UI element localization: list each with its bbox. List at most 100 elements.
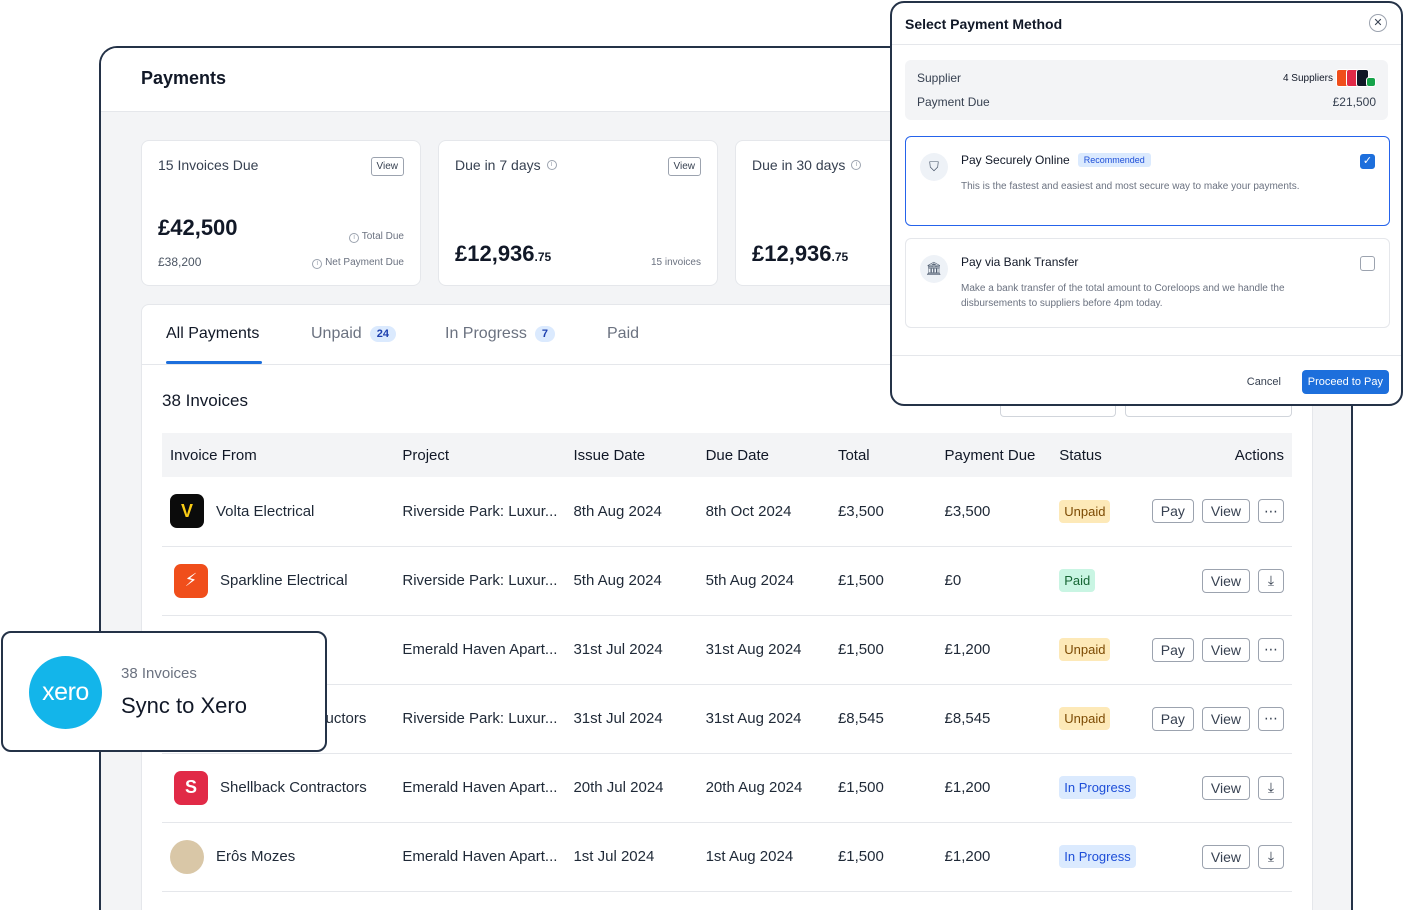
option-description: Make a bank transfer of the total amount…	[961, 283, 1285, 309]
more-options-icon[interactable]: ⋯	[1258, 499, 1284, 524]
column-header: Project	[402, 446, 450, 464]
supplier-name: Sparkline Electrical	[220, 572, 348, 589]
download-icon[interactable]: ⤓	[1258, 844, 1284, 869]
xero-sync-title: Sync to Xero	[121, 693, 247, 718]
status-badge: Paid	[1059, 569, 1096, 592]
supplier-logo-stack	[1336, 69, 1376, 87]
column-header: Invoice From	[170, 446, 257, 464]
download-icon[interactable]: ⤓	[1258, 568, 1284, 593]
active-tab-indicator	[166, 361, 262, 364]
sparkline-logo: ⚡	[174, 563, 208, 598]
net-payment-label: i Net Payment Due	[312, 257, 404, 269]
table-row: uctors Riverside Park: Luxur... 31st Jul…	[162, 684, 1292, 754]
invoice-count-heading: 38 Invoices	[162, 391, 248, 410]
more-options-icon[interactable]: ⋯	[1258, 706, 1284, 731]
total-cell: £3,500	[829, 477, 937, 547]
pay-button[interactable]: Pay	[1151, 706, 1194, 731]
project-cell: Riverside Park: Luxur...	[394, 546, 566, 616]
supplier-name: Shellback Contractors	[220, 779, 367, 796]
select-payment-method-modal: Select Payment Method ✕ Supplier 4 Suppl…	[890, 1, 1403, 406]
tab-in-progress[interactable]: In Progress 7	[445, 325, 555, 343]
table-row: V Volta Electrical Riverside Park: Luxur.…	[162, 477, 1292, 547]
page-title: Payments	[141, 68, 227, 88]
payment-due-cell: £1,200	[936, 822, 1052, 892]
pay-online-option[interactable]: ⛉ Pay Securely Online Recommended This is…	[905, 136, 1390, 226]
view-button[interactable]: View	[1201, 775, 1250, 800]
column-header: Actions	[1234, 446, 1284, 464]
payment-due-label: Payment Due	[917, 95, 990, 109]
close-icon[interactable]: ✕	[1369, 14, 1387, 32]
issue-date-cell: 5th Aug 2024	[565, 546, 698, 616]
project-cell: Emerald Haven Apart...	[394, 615, 566, 685]
payment-due-cell: £1,200	[936, 753, 1052, 823]
column-header: Payment Due	[944, 446, 1036, 464]
pay-online-checkbox[interactable]: ✓	[1360, 154, 1375, 169]
invoice-count: 15 invoices	[650, 257, 701, 268]
bank-transfer-checkbox[interactable]	[1360, 256, 1375, 271]
info-icon: i	[546, 160, 557, 170]
column-header: Issue Date	[573, 446, 646, 464]
supplier-name: uctors	[325, 710, 367, 727]
shellback-logo: S	[174, 770, 208, 805]
project-cell: Emerald Haven Apart...	[394, 753, 566, 823]
option-description: This is the fastest and easiest and most…	[961, 181, 1300, 192]
summary-label: Due in 7 days i	[455, 157, 701, 173]
status-badge: Unpaid	[1059, 707, 1111, 730]
pay-button[interactable]: Pay	[1151, 637, 1194, 662]
supplier-label: Supplier	[917, 71, 962, 85]
payment-due-cell: £8,545	[936, 684, 1052, 754]
total-cell: £1,500	[829, 753, 937, 823]
xero-sync-card[interactable]: xero 38 Invoices Sync to Xero	[1, 631, 327, 752]
user-avatar	[170, 839, 204, 874]
view-button[interactable]: View	[667, 157, 701, 176]
view-button[interactable]: View	[370, 157, 404, 176]
tab-all-payments[interactable]: All Payments	[166, 325, 260, 342]
due-30-days-amount: £12,936.75	[752, 241, 849, 266]
project-cell: Riverside Park: Luxur...	[394, 684, 566, 754]
table-header-row: Invoice From Project Issue Date Due Date…	[162, 433, 1292, 477]
count-badge: 7	[534, 326, 555, 342]
issue-date-cell: 20th Jul 2024	[565, 753, 698, 823]
tab-unpaid[interactable]: Unpaid 24	[311, 325, 396, 343]
total-cell: £1,500	[829, 615, 937, 685]
view-button[interactable]: View	[1201, 637, 1250, 662]
table-row: Erôs Mozes Emerald Haven Apart... 1st Ju…	[162, 822, 1292, 892]
due-7-days-amount: £12,936.75	[455, 241, 552, 266]
net-payment-value: £38,200	[158, 255, 202, 269]
due-date-cell: 20th Aug 2024	[697, 753, 830, 823]
payment-due-value: £21,500	[1332, 95, 1376, 109]
view-button[interactable]: View	[1201, 568, 1250, 593]
download-icon[interactable]: ⤓	[1258, 775, 1284, 800]
tab-paid[interactable]: Paid	[607, 325, 640, 342]
recommended-badge: Recommended	[1077, 153, 1151, 167]
column-header: Total	[837, 446, 870, 464]
due-date-cell: 31st Aug 2024	[697, 615, 830, 685]
due-date-cell: 1st Aug 2024	[697, 822, 830, 892]
cancel-button[interactable]: Cancel	[1246, 376, 1281, 388]
view-button[interactable]: View	[1201, 844, 1250, 869]
column-header: Due Date	[705, 446, 769, 464]
project-cell: Emerald Haven Apart...	[394, 822, 566, 892]
column-header: Status	[1059, 446, 1102, 464]
xero-logo: xero	[29, 656, 102, 729]
info-icon: i	[349, 233, 360, 243]
view-button[interactable]: View	[1201, 706, 1250, 731]
more-suppliers-icon	[1366, 77, 1376, 87]
view-button[interactable]: View	[1201, 499, 1250, 524]
more-options-icon[interactable]: ⋯	[1258, 637, 1284, 662]
proceed-to-pay-button[interactable]: Proceed to Pay	[1301, 370, 1389, 394]
pay-button[interactable]: Pay	[1151, 499, 1194, 524]
modal-header: Select Payment Method ✕	[892, 3, 1401, 45]
project-cell: Riverside Park: Luxur...	[394, 477, 566, 547]
total-cell: £8,545	[829, 684, 937, 754]
status-badge: In Progress	[1059, 845, 1136, 868]
modal-title: Select Payment Method	[905, 16, 1063, 32]
status-badge: In Progress	[1059, 776, 1136, 799]
payment-due-cell: £0	[936, 546, 1052, 616]
issue-date-cell: 31st Jul 2024	[565, 615, 698, 685]
bank-transfer-option[interactable]: 🏛 Pay via Bank Transfer Make a bank tran…	[905, 238, 1390, 328]
supplier-count: 4 Suppliers	[1282, 72, 1333, 84]
due-date-cell: 5th Aug 2024	[697, 546, 830, 616]
option-title: Pay Securely Online	[961, 153, 1070, 167]
payment-due-cell: £1,200	[936, 615, 1052, 685]
